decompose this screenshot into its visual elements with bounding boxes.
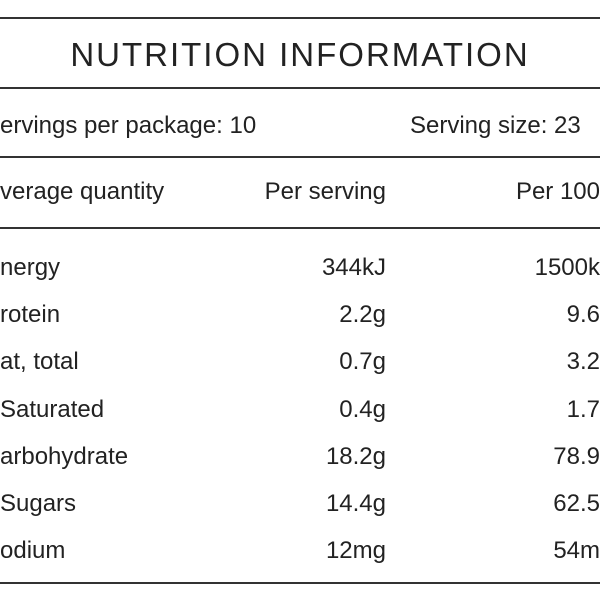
column-header: Per serving: [264, 178, 386, 205]
nutrient-value: 18.2g: [325, 442, 386, 470]
servings-per-package: ervings per package: 10: [0, 112, 257, 139]
nutrient-name: arbohydrate: [0, 442, 129, 470]
rule: [0, 156, 600, 158]
column-header: Per 100: [515, 178, 600, 205]
nutrient-value: 0.7g: [339, 348, 386, 376]
nutrient-name: Sugars: [0, 490, 77, 517]
nutrient-value: 1.7: [566, 395, 600, 423]
nutrient-value: 3.2: [566, 348, 600, 376]
nutrient-value: 0.4g: [339, 395, 386, 423]
nutrient-name: odium: [0, 537, 66, 565]
nutrient-name: at, total: [0, 348, 79, 376]
nutrient-value: 9.6: [566, 301, 600, 329]
nutrient-value: 1500k: [534, 254, 600, 281]
serving-size: Serving size: 23: [410, 112, 581, 139]
title: NUTRITION INFORMATION: [70, 36, 530, 73]
column-header: verage quantity: [0, 178, 165, 205]
nutrient-name: nergy: [0, 254, 61, 281]
nutrient-value: 14.4g: [325, 490, 386, 517]
nutrient-name: rotein: [0, 301, 61, 329]
rule: [0, 17, 600, 19]
nutrient-value: 2.2g: [339, 301, 386, 329]
rule: [0, 582, 600, 584]
nutrient-value: 62.5: [553, 490, 600, 517]
nutrient-value: 344kJ: [321, 254, 386, 281]
nutrient-name: Saturated: [0, 395, 105, 423]
nutrient-value: 54m: [553, 537, 600, 565]
rule: [0, 87, 600, 89]
rule: [0, 227, 600, 229]
nutrient-value: 12mg: [325, 537, 386, 565]
nutrient-value: 78.9: [553, 442, 600, 470]
